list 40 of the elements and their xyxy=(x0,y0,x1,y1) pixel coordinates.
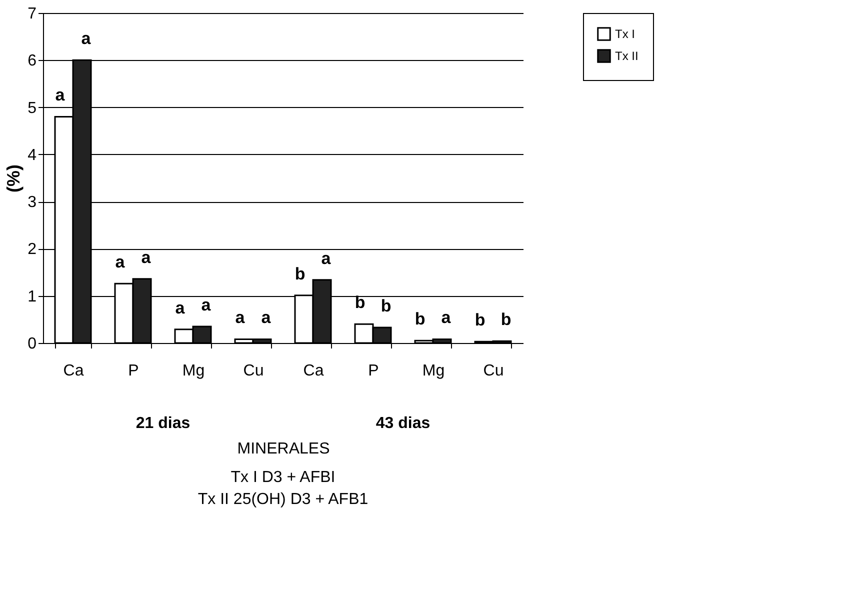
text: 21 dias xyxy=(136,415,190,432)
x-tick-label: Ca xyxy=(303,362,324,380)
y-tick-label: 2 xyxy=(28,241,37,258)
data-label: a xyxy=(261,308,272,328)
y-tick-label: 6 xyxy=(28,52,37,70)
x-tick-label: P xyxy=(368,362,379,380)
text: 43 dias xyxy=(376,415,430,432)
data-label: a xyxy=(201,296,212,314)
x-tick-label: Mg xyxy=(182,362,205,380)
data-label: a xyxy=(55,86,66,105)
data-label: a xyxy=(321,248,332,268)
data-label: a xyxy=(235,308,246,328)
data-label: b xyxy=(500,310,512,330)
x-tick-label: Mg xyxy=(422,362,445,380)
data-label: a xyxy=(441,308,452,328)
data-label: a xyxy=(175,298,186,318)
data-label: b xyxy=(294,264,306,284)
x-tick-label: Cu xyxy=(483,362,504,380)
data-label: b xyxy=(354,293,366,312)
y-tick-label: 1 xyxy=(28,288,37,306)
data-label: b xyxy=(474,310,486,330)
x-tick-label: P xyxy=(128,362,139,380)
text: Tx I D3 + AFBI xyxy=(230,469,336,486)
legend-label: Tx II xyxy=(615,49,638,63)
data-label: b xyxy=(380,296,392,316)
legend-label: Tx I xyxy=(615,27,635,41)
y-tick-label: 0 xyxy=(28,336,37,352)
y-tick-label: 3 xyxy=(28,194,37,212)
text: Tx II 25(OH) D3 + AFB1 xyxy=(198,491,368,508)
data-label: b xyxy=(414,310,426,329)
x-axis-title: MINERALES xyxy=(237,440,330,458)
y-tick-label: 5 xyxy=(28,100,37,117)
x-tick-label: Ca xyxy=(63,362,84,380)
y-tick-label: 7 xyxy=(28,6,37,22)
data-label: a xyxy=(141,248,152,267)
x-tick-label: Cu xyxy=(243,362,264,380)
y-tick-label: 4 xyxy=(28,146,37,164)
data-label: a xyxy=(115,252,126,272)
data-label: a xyxy=(81,29,92,48)
y-axis-title: (%) xyxy=(4,164,24,192)
